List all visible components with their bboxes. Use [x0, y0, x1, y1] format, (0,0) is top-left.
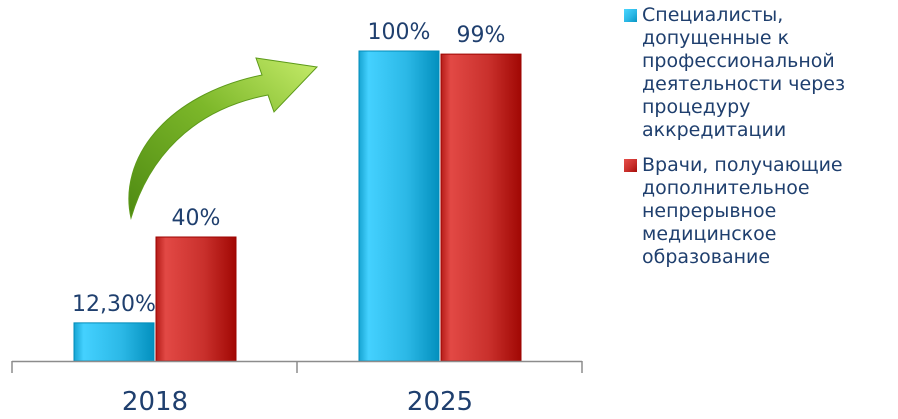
legend-label-doctors: Врачи, получающие дополнительное непреры… — [642, 154, 843, 268]
legend: Специалисты, допущенные к профессиональн… — [622, 4, 898, 269]
x-tick-label-2018: 2018 — [122, 387, 188, 415]
legend-item-doctors: Врачи, получающие дополнительное непреры… — [622, 154, 898, 269]
legend-item-specialists: Специалисты, допущенные к профессиональн… — [622, 4, 898, 142]
bar-specialists-2018 — [73, 322, 155, 362]
bar-doctors-2025 — [440, 53, 522, 362]
data-label-doctors-2025: 99% — [457, 23, 506, 48]
data-label-specialists-2025: 100% — [368, 20, 431, 45]
bar-specialists-2025 — [358, 50, 440, 362]
legend-label-specialists: Специалисты, допущенные к профессиональн… — [642, 4, 846, 141]
data-label-specialists-2018: 12,30% — [72, 292, 156, 317]
trend-arrow-icon — [128, 57, 319, 219]
data-label-doctors-2018: 40% — [172, 206, 221, 231]
bar-doctors-2018 — [155, 236, 237, 362]
x-tick-label-2025: 2025 — [407, 387, 473, 415]
legend-swatch-specialists — [624, 9, 637, 22]
legend-swatch-doctors — [624, 159, 637, 172]
